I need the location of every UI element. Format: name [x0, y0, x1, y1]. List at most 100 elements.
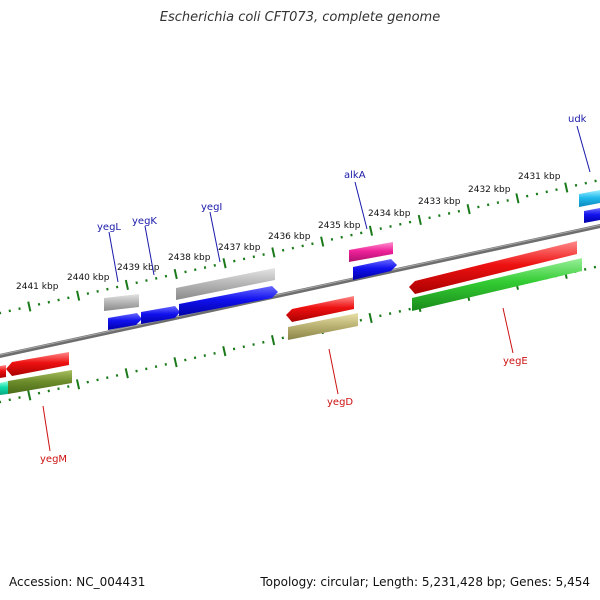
- ruler-minor-tick: [291, 246, 295, 250]
- ruler-major-tick: [27, 390, 32, 401]
- gene-label-yegI[interactable]: yegI: [201, 202, 222, 213]
- ruler-minor-tick: [47, 389, 51, 393]
- gene-udk-shadow[interactable]: [579, 190, 600, 207]
- ruler-major-tick: [76, 290, 81, 301]
- ruler-major-tick: [270, 335, 276, 346]
- gene-alkA[interactable]: [353, 259, 397, 280]
- gene-yegD[interactable]: [288, 313, 358, 340]
- label-leader-udk: [576, 125, 591, 173]
- ruler-minor-tick: [584, 181, 588, 185]
- ruler-minor-tick: [115, 285, 119, 289]
- label-leader-yegE: [502, 307, 514, 354]
- kbp-label: 2436 kbp: [268, 232, 311, 242]
- ruler-minor-tick: [232, 347, 236, 351]
- ruler-minor-tick: [154, 365, 158, 369]
- ruler-minor-tick: [242, 257, 246, 261]
- ruler-minor-tick: [184, 270, 187, 274]
- ruler-major-tick: [124, 368, 129, 379]
- gene-yegL-forward[interactable]: [104, 294, 139, 311]
- ruler-major-tick: [417, 214, 422, 226]
- genome-stats-label: Topology: circular; Length: 5,231,428 bp…: [260, 575, 590, 589]
- ruler-minor-tick: [67, 385, 70, 388]
- gene-yegL[interactable]: [108, 313, 142, 330]
- gene-label-yegD[interactable]: yegD: [327, 397, 353, 408]
- gene-yegM-shadow[interactable]: [6, 352, 69, 376]
- gene-yegM[interactable]: [8, 370, 72, 394]
- gene-yegK[interactable]: [141, 306, 180, 324]
- ruler-minor-tick: [86, 380, 90, 384]
- ruler-minor-tick: [555, 188, 558, 192]
- ruler-major-tick: [515, 193, 520, 204]
- ruler-minor-tick: [388, 312, 392, 315]
- ruler-minor-tick: [262, 253, 265, 256]
- ruler-minor-tick: [535, 192, 539, 196]
- gene-label-alkA[interactable]: alkA: [344, 170, 366, 181]
- gene-left-edge-red[interactable]: [0, 365, 6, 378]
- gene-yegE[interactable]: [412, 258, 582, 311]
- ruler-major-tick: [564, 182, 569, 193]
- gene-label-yegE[interactable]: yegE: [503, 356, 528, 367]
- ruler-minor-tick: [252, 343, 255, 346]
- ruler-minor-tick: [457, 209, 461, 213]
- accession-label: Accession: NC_004431: [9, 575, 146, 589]
- ruler-minor-tick: [96, 378, 99, 382]
- gene-yegD-shadow[interactable]: [286, 296, 354, 322]
- gene-label-yegL[interactable]: yegL: [97, 222, 121, 233]
- ruler-minor-tick: [301, 244, 304, 248]
- ruler-minor-tick: [428, 216, 431, 220]
- ruler-minor-tick: [252, 255, 256, 259]
- ruler-minor-tick: [389, 225, 392, 228]
- ruler-minor-tick: [359, 231, 363, 235]
- ruler-minor-tick: [135, 369, 138, 373]
- ruler-minor-tick: [194, 268, 197, 272]
- ruler-minor-tick: [583, 267, 587, 271]
- ruler-minor-tick: [594, 179, 597, 183]
- gene-left-edge-teal[interactable]: [0, 381, 8, 395]
- ruler-minor-tick: [399, 222, 402, 226]
- ruler-major-tick: [75, 379, 81, 390]
- ruler-major-tick: [124, 279, 129, 290]
- ruler-minor-tick: [193, 356, 197, 360]
- ruler-minor-tick: [233, 259, 236, 263]
- gene-yegI-shadow[interactable]: [176, 268, 275, 300]
- ruler-major-tick: [27, 301, 32, 312]
- ruler-minor-tick: [67, 296, 70, 300]
- label-leader-alkA: [354, 181, 368, 230]
- ruler-minor-tick: [115, 374, 119, 377]
- kbp-label: 2441 kbp: [16, 282, 59, 292]
- gene-yegI[interactable]: [179, 286, 278, 316]
- ruler-minor-tick: [496, 201, 500, 205]
- gene-label-yegM[interactable]: yegM: [40, 454, 67, 465]
- ruler-minor-tick: [593, 265, 597, 269]
- ruler-minor-tick: [8, 309, 11, 313]
- ruler-minor-tick: [340, 235, 343, 239]
- ruler-minor-tick: [203, 354, 207, 357]
- kbp-label: 2438 kbp: [168, 253, 211, 263]
- ruler-minor-tick: [145, 279, 148, 282]
- ruler-minor-tick: [184, 358, 187, 362]
- kbp-label: 2440 kbp: [67, 273, 110, 283]
- ruler-minor-tick: [330, 238, 334, 241]
- ruler-minor-tick: [281, 336, 285, 340]
- ruler-minor-tick: [311, 242, 314, 246]
- ruler-minor-tick: [18, 396, 21, 399]
- gene-label-udk[interactable]: udk: [568, 114, 587, 125]
- ruler-minor-tick: [164, 274, 168, 278]
- gene-label-yegK[interactable]: yegK: [132, 216, 157, 227]
- ruler-minor-tick: [408, 220, 412, 224]
- ruler-minor-tick: [262, 340, 265, 344]
- label-leader-yegK: [144, 225, 155, 276]
- ruler-minor-tick: [408, 307, 411, 311]
- gene-yegE-shadow[interactable]: [409, 241, 577, 294]
- kbp-label: 2433 kbp: [418, 197, 461, 207]
- ruler-minor-tick: [281, 248, 285, 252]
- kbp-label: 2434 kbp: [368, 209, 411, 219]
- ruler-minor-tick: [350, 233, 353, 237]
- ruler-minor-tick: [96, 289, 99, 293]
- ruler-minor-tick: [438, 214, 441, 218]
- gene-udk[interactable]: [584, 208, 600, 223]
- ruler-minor-tick: [477, 205, 480, 209]
- label-leader-yegI: [209, 211, 221, 263]
- ruler-minor-tick: [525, 194, 529, 198]
- gene-alkA-shadow[interactable]: [349, 242, 393, 262]
